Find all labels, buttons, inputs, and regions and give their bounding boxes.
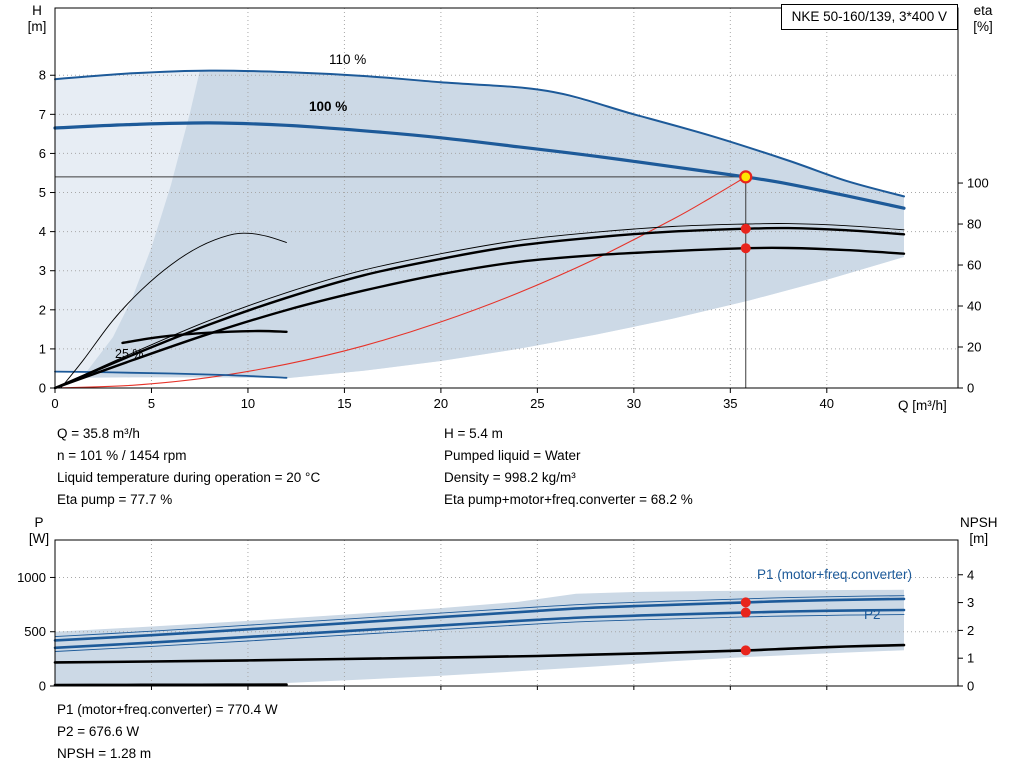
- anno-density: Density = 998.2 kg/m³: [444, 470, 576, 485]
- tick-label: 80: [967, 217, 981, 232]
- tick-label: 25: [530, 396, 544, 411]
- result-annotations-right: H = 5.4 m Pumped liquid = Water Density …: [444, 426, 693, 514]
- anno-pumped-liquid: Pumped liquid = Water: [444, 448, 581, 463]
- tick-label: 0: [51, 396, 58, 411]
- eta-axis-symbol: eta: [973, 3, 993, 18]
- npsh-curve: [53, 643, 906, 664]
- p2-alt-curve: [54, 614, 905, 652]
- anno-speed: n = 101 % / 1454 rpm: [57, 448, 187, 463]
- eta-pump-alt-curve: [54, 223, 905, 389]
- anno-liquid-temp: Liquid temperature during operation = 20…: [57, 470, 321, 485]
- q-axis-unit: Q [m³/h]: [898, 398, 947, 413]
- tick-label: 5: [39, 185, 46, 200]
- npsh-axis-unit: [m]: [969, 531, 989, 546]
- pump-type-box: NKE 50-160/139, 3*400 V: [780, 4, 958, 30]
- tick-label: 500: [24, 624, 46, 639]
- tick-label: 3: [39, 263, 46, 278]
- tick-label: 35: [723, 396, 737, 411]
- power-annotations: P1 (motor+freq.converter) = 770.4 W P2 =…: [57, 702, 278, 768]
- eta-axis-unit: [%]: [973, 19, 993, 34]
- plot-border: [54, 7, 959, 389]
- anno-p1: P1 (motor+freq.converter) = 770.4 W: [57, 702, 278, 717]
- p-axis-label: P [W]: [22, 515, 56, 547]
- tick-label: 40: [820, 396, 834, 411]
- tick-label: 20: [967, 340, 981, 355]
- tick-label: 30: [627, 396, 641, 411]
- tick-label: 2: [39, 302, 46, 317]
- p2-curve: [53, 608, 906, 650]
- npsh-axis-label: NPSH [m]: [960, 515, 998, 547]
- anno-eta-total: Eta pump+motor+freq.converter = 68.2 %: [444, 492, 693, 507]
- head-100pct-curve: [53, 121, 906, 210]
- h-axis-label: H [m]: [20, 3, 54, 35]
- result-annotations-left: Q = 35.8 m³/h n = 101 % / 1454 rpm Liqui…: [57, 426, 320, 514]
- anno-npsh: NPSH = 1.28 m: [57, 746, 152, 761]
- tick-label: 0: [967, 381, 974, 396]
- eta-25pct-curve: [60, 232, 287, 389]
- tick-label: 60: [967, 258, 981, 273]
- eta-pump-point: [740, 223, 751, 234]
- system-curve-curve: [54, 176, 747, 389]
- p2-curve-label: P2: [864, 607, 881, 622]
- eta-total-point: [740, 243, 751, 254]
- p-axis-unit: [W]: [28, 531, 50, 546]
- p-axis-symbol: P: [34, 515, 44, 530]
- speed-110-label: 110 %: [329, 52, 367, 67]
- anno-p2: P2 = 676.6 W: [57, 724, 140, 739]
- anno-q: Q = 35.8 m³/h: [57, 426, 140, 441]
- tick-label: 15: [337, 396, 351, 411]
- tick-label: 0: [39, 381, 46, 396]
- power-operating-band: [55, 589, 904, 686]
- p1-alt-curve: [54, 595, 905, 638]
- speed-100-label: 100 %: [309, 99, 348, 114]
- tick-label: 1: [967, 651, 974, 666]
- p1-motor-freq-curve: [53, 597, 906, 642]
- tick-label: 5: [148, 396, 155, 411]
- tick-label: 2: [967, 623, 974, 638]
- anno-head: H = 5.4 m: [444, 426, 503, 441]
- eta-pump-curve: [53, 226, 906, 390]
- p1-point: [740, 597, 751, 608]
- tick-label: 100: [967, 176, 989, 191]
- tick-label: 40: [967, 299, 981, 314]
- eta-axis-label: eta [%]: [966, 3, 1000, 35]
- p1-curve-label: P1 (motor+freq.converter): [757, 567, 912, 582]
- plot-border: [54, 539, 959, 687]
- tick-label: 8: [39, 68, 46, 83]
- duty-point[interactable]: [739, 170, 753, 184]
- tick-label: 7: [39, 107, 46, 122]
- eta-pump-motor-freq-curve: [53, 246, 906, 390]
- tick-label: 6: [39, 146, 46, 161]
- tick-label: 0: [39, 679, 46, 694]
- h-axis-unit: [m]: [27, 19, 47, 34]
- tick-label: 4: [967, 567, 974, 582]
- p2-point: [740, 607, 751, 618]
- npsh-point: [740, 645, 751, 656]
- head-110pct-curve: [54, 69, 905, 198]
- power-npsh-chart: 0 500 1000 0 1 2 3 4: [17, 539, 974, 694]
- tick-label: 10: [241, 396, 255, 411]
- tick-label: 3: [967, 595, 974, 610]
- h-axis-symbol: H: [32, 3, 42, 18]
- tick-label: 0: [967, 679, 974, 694]
- tick-label: 4: [39, 224, 46, 239]
- tick-label: 1000: [17, 570, 46, 585]
- speed-25-label: 25 %: [115, 347, 144, 361]
- tick-label: 1: [39, 341, 46, 356]
- tick-label: 20: [434, 396, 448, 411]
- npsh-axis-symbol: NPSH: [960, 515, 998, 530]
- anno-eta-pump: Eta pump = 77.7 %: [57, 492, 173, 507]
- preferred-operating-region: [82, 71, 904, 379]
